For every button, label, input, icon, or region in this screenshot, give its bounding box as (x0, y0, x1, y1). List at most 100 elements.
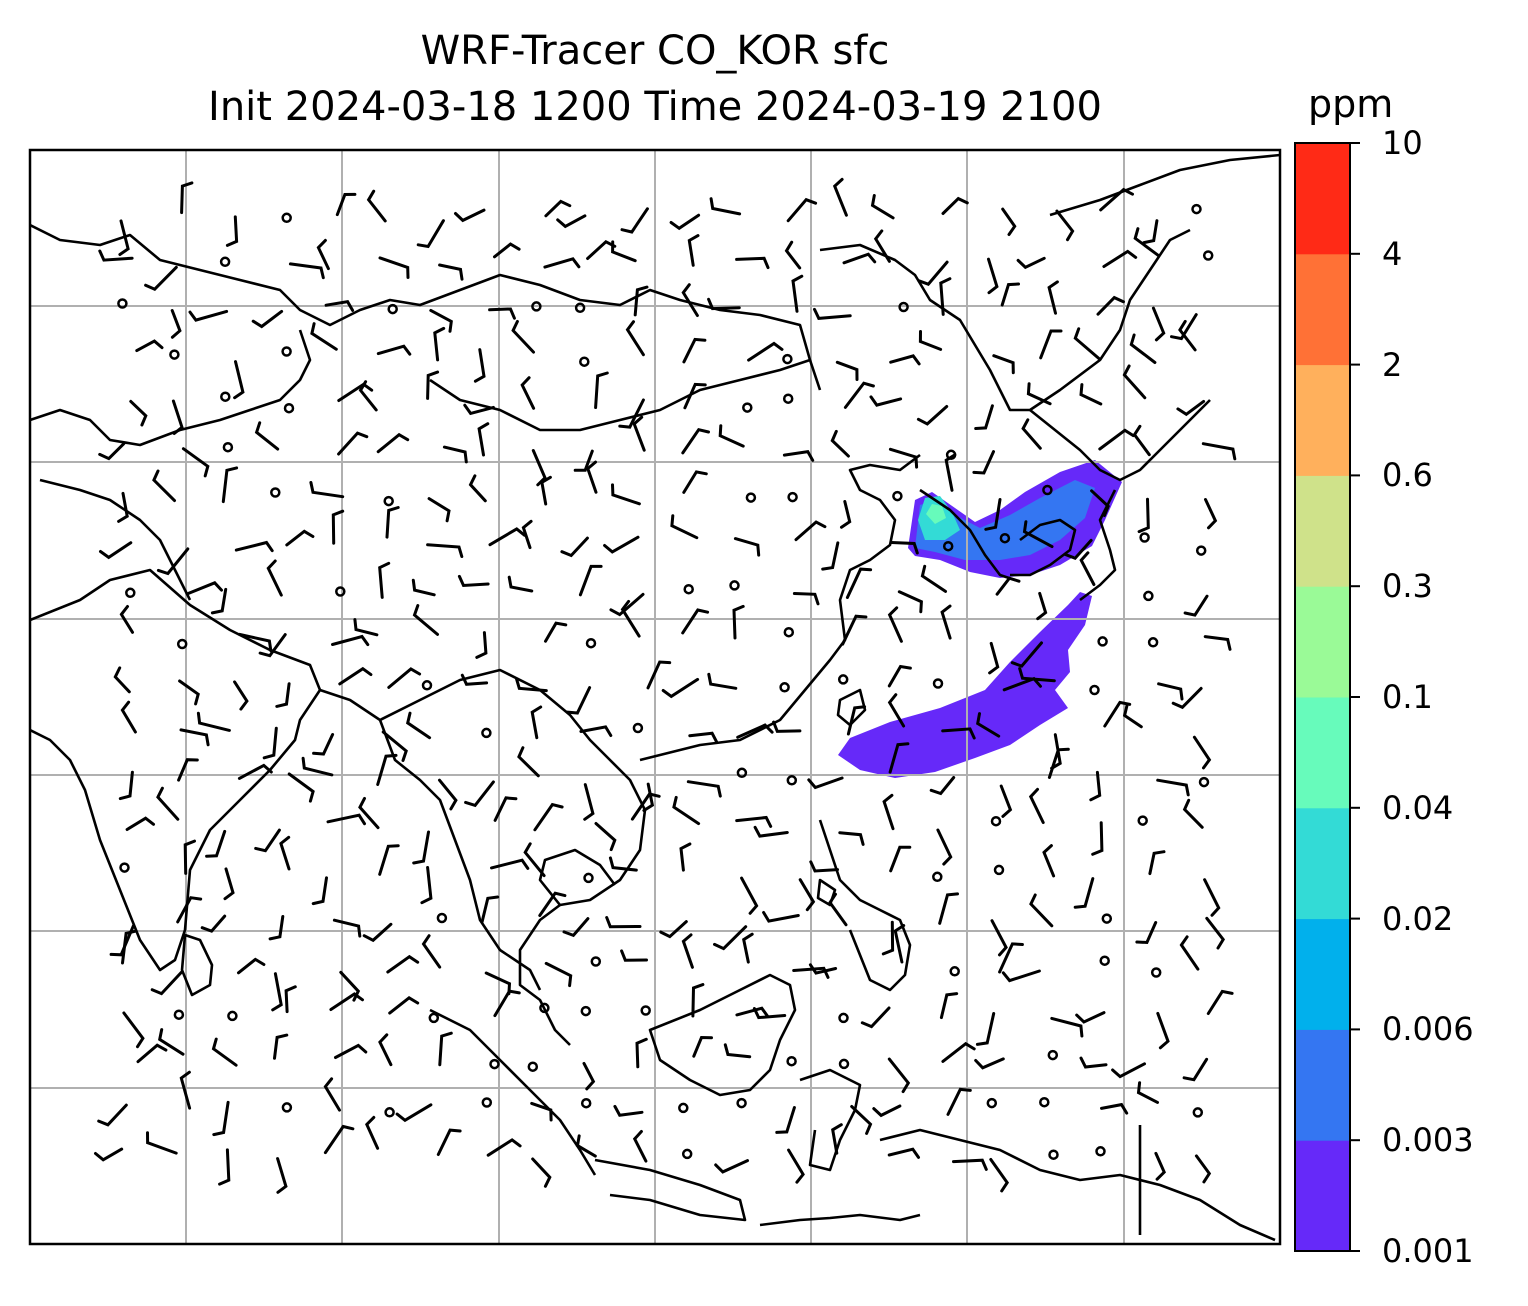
wind-barb (661, 677, 700, 699)
wind-barb (808, 963, 838, 975)
wind-barb (579, 725, 613, 737)
wind-barb (784, 240, 802, 270)
wind-barb (412, 830, 430, 865)
wind-barb (897, 590, 923, 614)
wind-barb (842, 252, 877, 265)
wind-barb (881, 920, 895, 956)
wind-barb (221, 466, 239, 504)
wind-barb (682, 337, 707, 364)
wind-barb (97, 1103, 128, 1127)
wind-barb (275, 682, 291, 708)
calm-wind-marker (539, 1002, 550, 1014)
wind-barb (832, 177, 848, 217)
wind-barb (830, 429, 850, 458)
wind-barb (237, 957, 266, 975)
wind-barb (531, 449, 547, 487)
colorbar-tick-label: 0.3 (1382, 567, 1433, 606)
wind-barb (311, 876, 328, 906)
wind-barb (436, 1128, 462, 1156)
wind-barb (521, 519, 533, 550)
wind-barb (454, 208, 486, 223)
wind-barb (828, 892, 848, 927)
wind-barb (929, 776, 956, 796)
wind-barb (939, 992, 959, 1020)
wind-barb (376, 432, 410, 454)
wind-barb (1064, 538, 1093, 560)
wind-barb (742, 932, 754, 964)
wind-barb (544, 621, 568, 643)
wind-barb (310, 322, 338, 351)
wind-barb (625, 320, 645, 357)
plume-core-inner (926, 504, 946, 524)
wind-barb (118, 770, 134, 801)
calm-wind-marker (1192, 1107, 1204, 1118)
wind-barb (507, 575, 534, 593)
wind-barb (936, 828, 953, 866)
wind-barb (416, 219, 445, 249)
wind-barb (560, 536, 589, 558)
wind-barb (735, 815, 773, 828)
wind-barb (682, 470, 708, 494)
wind-barb (326, 813, 366, 826)
wind-barb (223, 867, 235, 901)
wind-barb (872, 1104, 902, 1118)
wind-barb (460, 673, 489, 686)
wind-barb (669, 213, 701, 231)
wind-barb (1182, 798, 1204, 829)
calm-wind-marker (227, 1010, 238, 1022)
wind-barb (196, 711, 231, 732)
wind-barb (1176, 399, 1206, 417)
wind-barb (150, 971, 183, 996)
calm-wind-marker (1202, 250, 1214, 261)
wind-barb (1079, 551, 1096, 586)
wind-barb (316, 238, 330, 271)
wind-barb (376, 344, 412, 356)
wind-barb (463, 403, 495, 416)
wind-barb (358, 796, 380, 830)
wind-barb (438, 1031, 453, 1067)
wind-barb (158, 1028, 185, 1056)
wind-barb (200, 914, 227, 933)
calm-wind-marker (590, 956, 602, 967)
wind-barb (530, 705, 543, 740)
wind-barb (620, 599, 641, 638)
calm-wind-marker (678, 1102, 689, 1114)
wind-barb (681, 933, 694, 969)
colorbar-segment (1295, 918, 1350, 1030)
calm-wind-marker (681, 1148, 693, 1160)
wind-barb (635, 1037, 648, 1069)
calm-wind-marker (1048, 1149, 1059, 1160)
calm-wind-marker (942, 540, 954, 552)
wind-barb (179, 1070, 192, 1110)
calm-wind-marker (745, 492, 757, 503)
wind-barb (156, 786, 180, 821)
calm-wind-marker (436, 912, 448, 924)
colorbar-segment (1295, 807, 1350, 920)
wind-barb (1183, 594, 1209, 617)
wind-barb (426, 370, 440, 400)
calm-wind-marker (783, 626, 795, 638)
wind-barb (426, 543, 464, 558)
wind-barb (840, 500, 852, 529)
wind-barb (620, 207, 649, 234)
wind-barb (540, 475, 552, 506)
wind-barb (887, 1147, 920, 1159)
calm-wind-marker (729, 580, 740, 591)
wind-barb (609, 592, 645, 617)
wind-barb (1137, 497, 1150, 534)
wind-barb (335, 192, 357, 217)
wind-barb (1151, 306, 1166, 342)
wind-barb (952, 1158, 988, 1171)
wind-barbs (94, 177, 1237, 1194)
colorbar-tick-label: 0.04 (1382, 788, 1454, 827)
wind-barb (887, 693, 906, 728)
wind-barb (605, 916, 642, 929)
wind-barb (1179, 935, 1200, 971)
wind-barb (845, 567, 873, 599)
colorbar-unit: ppm (1308, 82, 1394, 126)
wind-barb (1136, 1081, 1159, 1104)
calm-wind-marker (993, 864, 1005, 876)
colorbar-tick-label: 2 (1382, 345, 1403, 384)
wind-barb (136, 1043, 168, 1064)
